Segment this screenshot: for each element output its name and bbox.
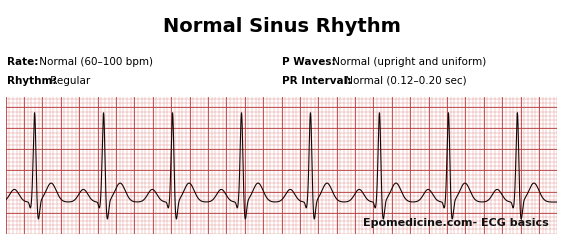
Text: Normal (0.12–0.20 sec): Normal (0.12–0.20 sec) xyxy=(342,76,466,85)
Text: PR Interval:: PR Interval: xyxy=(282,76,351,85)
Text: Rhythm:: Rhythm: xyxy=(7,76,56,85)
Text: P Waves:: P Waves: xyxy=(282,57,335,67)
Text: Epomedicine.com- ECG basics: Epomedicine.com- ECG basics xyxy=(363,218,549,228)
Text: Normal (upright and uniform): Normal (upright and uniform) xyxy=(329,57,486,67)
Text: Rate:: Rate: xyxy=(7,57,38,67)
Text: Regular: Regular xyxy=(47,76,91,85)
Text: Normal (60–100 bpm): Normal (60–100 bpm) xyxy=(36,57,153,67)
Text: Normal Sinus Rhythm: Normal Sinus Rhythm xyxy=(163,17,400,36)
